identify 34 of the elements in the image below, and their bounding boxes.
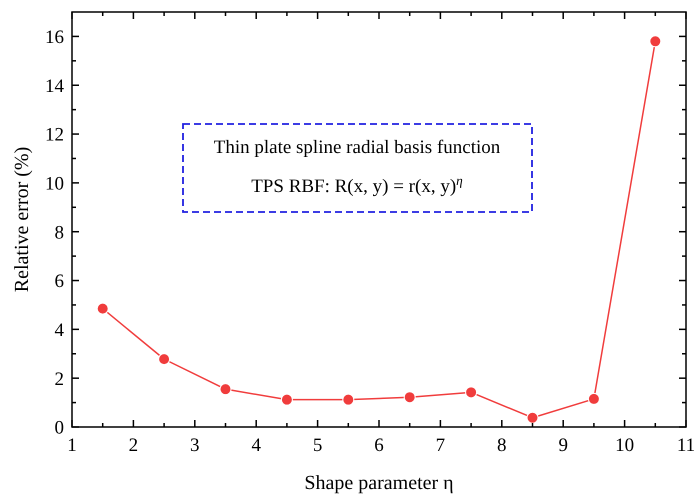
point [649,35,662,48]
x-tick-label: 5 [312,435,322,456]
x-tick-label: 11 [676,435,696,456]
point [280,394,293,406]
x-tick-label: 2 [128,435,138,456]
x-tick-label: 4 [251,435,262,456]
y-tick-label: 16 [45,27,64,48]
annotation: Thin plate spline radial basis function [214,137,501,158]
y-tick-label: 14 [45,76,64,97]
x-tick-label: 7 [436,435,446,456]
y-tick-label: 12 [45,124,64,146]
point [465,386,478,398]
point [588,392,600,405]
x-tick-label: 9 [558,435,568,456]
x-tick-label: 8 [497,435,507,456]
y-tick-label: 2 [54,368,64,390]
x-tick-label: 1 [67,435,77,456]
y-tick-label: 4 [54,320,64,342]
point [220,383,232,396]
point [526,412,538,424]
x-axis-title: Shape parameter η [304,472,454,494]
y-axis-title: Relative error (%) [11,146,33,292]
point [342,394,354,406]
point [404,391,416,404]
y-tick-label: 8 [54,222,64,244]
annotation: TPS RBF: R(x, y) = r(x, y)$^{η}$ [251,172,464,197]
point [96,302,109,315]
x-tick-label: 6 [374,435,384,456]
x-tick-label: 10 [615,435,634,456]
point [158,353,170,366]
x-tick-label: 3 [190,435,200,456]
y-tick-label: 10 [45,174,64,195]
y-tick-label: 0 [54,418,64,439]
y-tick-label: 6 [54,271,64,292]
